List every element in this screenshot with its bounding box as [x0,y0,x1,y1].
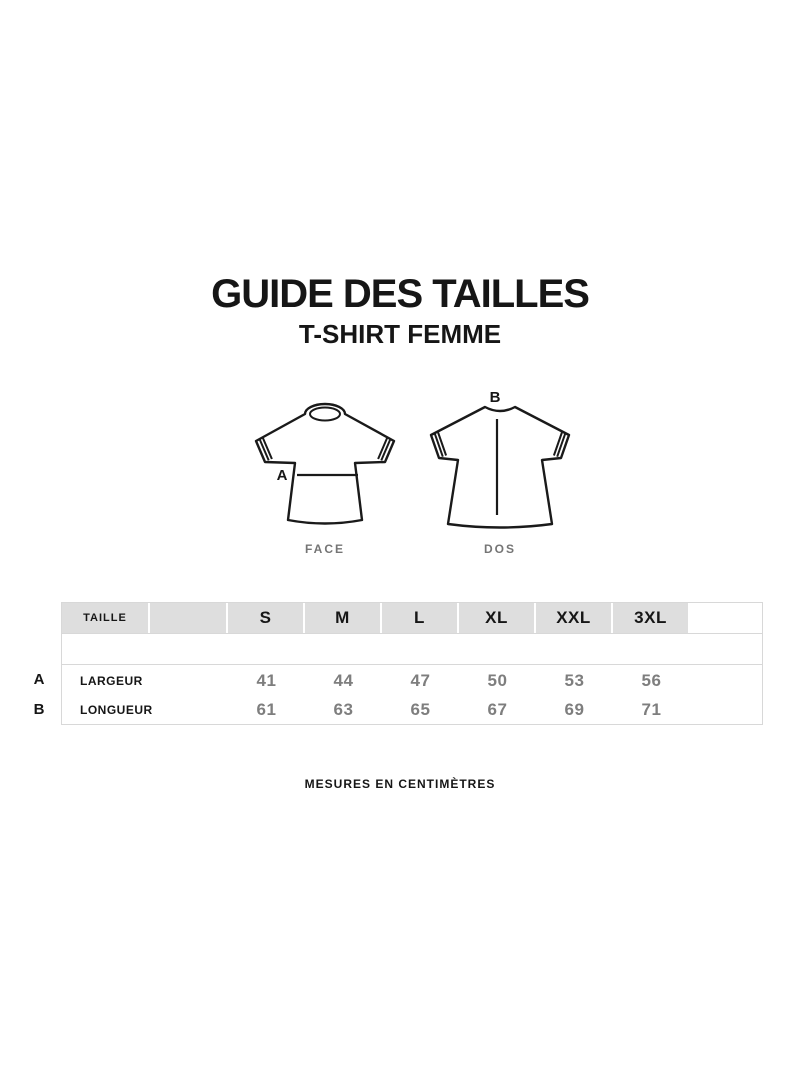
longueur-value-3xl: 71 [641,700,662,719]
row-marker-b: B [33,701,45,718]
size-header-l: L [382,603,457,633]
largeur-value-xl: 50 [487,670,508,690]
longueur-value-m: 63 [333,700,354,719]
tshirt-front-outline [254,402,396,525]
size-header-3xl: 3XL [613,603,688,633]
table-row-largeur: LARGEUR 41 44 47 50 53 56 [62,665,762,696]
largeur-value-3xl: 56 [641,670,662,690]
right-cuff-stripes [377,437,392,461]
largeur-row-label: LARGEUR [80,673,143,688]
left-cuff-stripes [433,432,448,458]
longueur-value-xl: 67 [487,700,508,719]
empty-table-row [62,633,762,665]
tshirt-back-diagram: B [429,389,571,529]
size-header-m: M [305,603,380,633]
size-header-xxl: XXL [536,603,611,633]
table-row-longueur: LONGUEUR 61 63 65 67 69 71 [62,696,762,724]
longueur-row-label: LONGUEUR [80,703,153,717]
size-header-s: S [228,603,303,633]
longueur-value-s: 61 [256,700,277,719]
size-table: TAILLE S M L XL XXL 3XL LARGEUR 41 44 47… [61,602,763,725]
longueur-value-l: 65 [410,700,431,719]
header-filler-cell [690,603,762,633]
tshirt-back-outline [429,405,571,529]
taille-header-cell: TAILLE [62,603,148,633]
row-marker-a: A [33,671,45,688]
longueur-value-xxl: 69 [564,700,585,719]
front-view-caption: FACE [304,542,345,556]
size-header-xl: XL [459,603,534,633]
largeur-value-l: 47 [410,670,431,690]
page-title: GUIDE DES TAILLES [211,272,590,316]
back-view-caption: DOS [483,542,516,556]
empty-header-cell [150,603,226,633]
collar-band [304,403,346,415]
largeur-value-s: 41 [256,670,277,690]
right-cuff-stripes [552,432,567,458]
largeur-value-xxl: 53 [564,670,585,690]
tshirt-front-diagram: A [254,402,396,525]
length-marker-label: B [490,389,501,406]
page-subtitle: T-SHIRT FEMME [298,319,502,349]
collar-opening [309,406,341,422]
measurement-unit-note: MESURES EN CENTIMÈTRES [304,777,496,791]
width-marker-label: A [277,467,288,484]
largeur-value-m: 44 [333,670,354,690]
size-table-header-row: TAILLE S M L XL XXL 3XL [62,603,762,633]
left-cuff-stripes [258,437,273,461]
